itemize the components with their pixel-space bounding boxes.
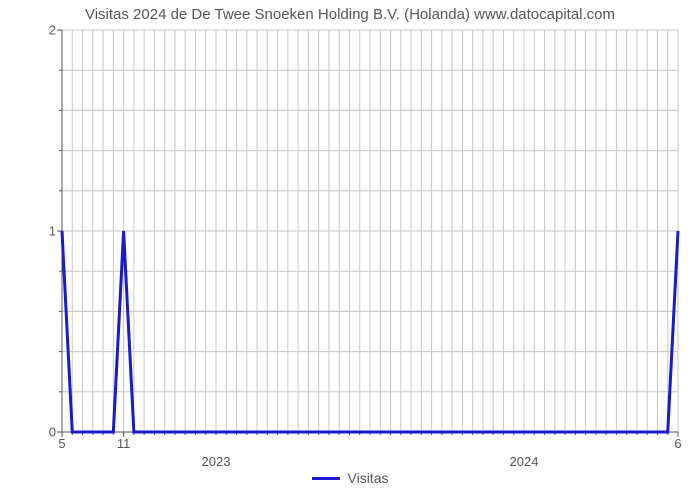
y-tick-label: 2 xyxy=(49,23,62,38)
x-tick-label: 6 xyxy=(674,432,681,451)
legend-label: Visitas xyxy=(348,470,389,486)
y-tick-label: 1 xyxy=(49,224,62,239)
x-secondary-label: 2024 xyxy=(510,450,539,469)
legend-swatch xyxy=(312,477,340,480)
x-tick-label: 5 xyxy=(58,432,65,451)
chart-title: Visitas 2024 de De Twee Snoeken Holding … xyxy=(0,6,700,23)
x-secondary-label: 2023 xyxy=(202,450,231,469)
legend: Visitas xyxy=(0,470,700,486)
plot-area: 012511620232024 xyxy=(62,30,678,432)
line-chart: Visitas 2024 de De Twee Snoeken Holding … xyxy=(0,0,700,500)
x-tick-label: 11 xyxy=(117,432,131,451)
